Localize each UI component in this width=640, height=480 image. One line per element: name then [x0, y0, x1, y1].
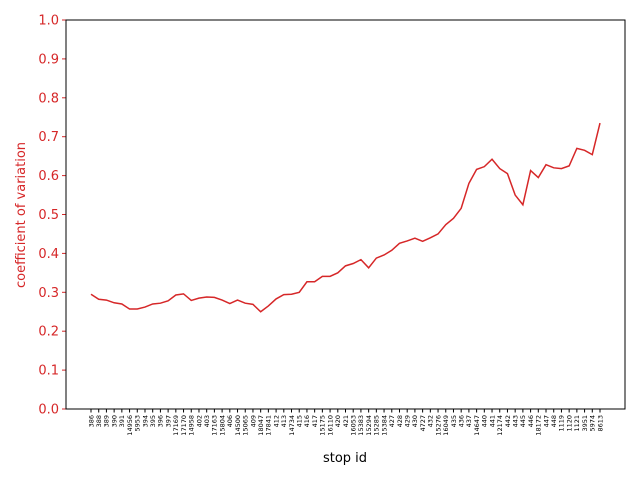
x-tick-label: 8613 [596, 415, 604, 432]
y-axis-label: coefficient of variation [14, 142, 29, 288]
x-tick-label: 448 [550, 415, 558, 427]
x-tick-label: 389 [103, 415, 111, 427]
x-tick-label: 428 [396, 415, 404, 427]
x-tick-label: 416 [303, 415, 311, 427]
y-tick-label: 0.7 [38, 130, 59, 145]
x-tick-label: 397 [164, 415, 172, 427]
x-tick-label: 5974 [589, 415, 597, 432]
y-tick-label: 0.6 [38, 169, 59, 184]
x-tick-label: 4727 [419, 415, 427, 432]
x-tick-label: 394 [141, 415, 149, 427]
x-tick-label: 436 [457, 415, 465, 427]
y-tick-label: 0.0 [38, 403, 59, 418]
x-tick-label: 18047 [257, 415, 265, 436]
x-tick-label: 406 [226, 415, 234, 427]
y-tick-label: 0.3 [38, 286, 59, 301]
x-tick-label: 16049 [442, 415, 450, 436]
x-tick-label: 427 [388, 415, 396, 427]
data-line [90, 122, 601, 313]
y-tick-label: 0.1 [38, 364, 59, 379]
x-tick-label: 443 [511, 415, 519, 427]
x-tick-label: 17170 [180, 415, 188, 436]
x-tick-label: 446 [527, 415, 535, 427]
x-tick-label: 14734 [288, 415, 296, 436]
x-tick-label: 415 [296, 415, 304, 427]
x-tick-label: 402 [195, 415, 203, 427]
x-tick-label: 17169 [172, 415, 180, 436]
x-tick-label: 17841 [265, 415, 273, 436]
x-tick-label: 417 [311, 415, 319, 427]
x-tick-label: 14958 [188, 415, 196, 436]
x-tick-label: 390 [110, 415, 118, 427]
x-tick-label: 395 [149, 415, 157, 427]
x-tick-label: 435 [450, 415, 458, 427]
x-tick-label: 1119 [558, 415, 566, 432]
y-tick-label: 1.0 [38, 14, 59, 29]
x-tick-label: 14500 [234, 415, 242, 436]
x-tick-label: 445 [519, 415, 527, 427]
x-tick-label: 396 [157, 415, 165, 427]
x-tick-label: 442 [504, 415, 512, 427]
x-tick-label: 440 [481, 415, 489, 427]
x-axis-label: stop id [323, 451, 367, 466]
x-tick-label: 16110 [326, 415, 334, 436]
x-tick-label: 409 [249, 415, 257, 427]
x-tick-label: 388 [95, 415, 103, 427]
x-tick-label: 14956 [126, 415, 134, 436]
x-tick-label: 3951 [581, 415, 589, 432]
x-tick-label: 5953 [134, 415, 142, 432]
x-tick-label: 420 [334, 415, 342, 427]
x-tick-label: 15175 [319, 415, 327, 436]
plot-frame [65, 19, 626, 410]
y-tick-label: 0.2 [38, 325, 59, 340]
x-tick-label: 447 [542, 415, 550, 427]
x-tick-label: 18172 [535, 415, 543, 436]
x-tick-label: 15383 [357, 415, 365, 436]
x-tick-label: 15065 [242, 415, 250, 436]
y-tick-label: 0.4 [38, 247, 59, 262]
x-tick-label: 14647 [473, 415, 481, 436]
x-tick-label: 1120 [565, 415, 573, 432]
y-tick-label: 0.5 [38, 208, 59, 223]
x-tick-label: 412 [272, 415, 280, 427]
x-tick-label: 430 [411, 415, 419, 427]
x-tick-label: 437 [465, 415, 473, 427]
x-tick-label: 16053 [350, 415, 358, 436]
x-tick-label: 12174 [496, 415, 504, 436]
x-tick-label: 386 [87, 415, 95, 427]
x-tick-label: 432 [427, 415, 435, 427]
x-tick-label: 1121 [573, 415, 581, 432]
x-tick-label: 15384 [380, 415, 388, 436]
x-tick-label: 441 [488, 415, 496, 427]
x-tick-label: 15294 [365, 415, 373, 436]
y-tick-label: 0.8 [38, 91, 59, 106]
x-tick-label: 413 [280, 415, 288, 427]
x-tick-label: 391 [118, 415, 126, 427]
x-tick-label: 421 [342, 415, 350, 427]
x-tick-label: 15285 [373, 415, 381, 436]
x-tick-label: 15276 [434, 415, 442, 436]
x-tick-label: 15804 [218, 415, 226, 436]
x-tick-label: 17163 [211, 415, 219, 436]
y-tick-label: 0.9 [38, 52, 59, 67]
x-tick-label: 429 [403, 415, 411, 427]
x-tick-label: 403 [203, 415, 211, 427]
